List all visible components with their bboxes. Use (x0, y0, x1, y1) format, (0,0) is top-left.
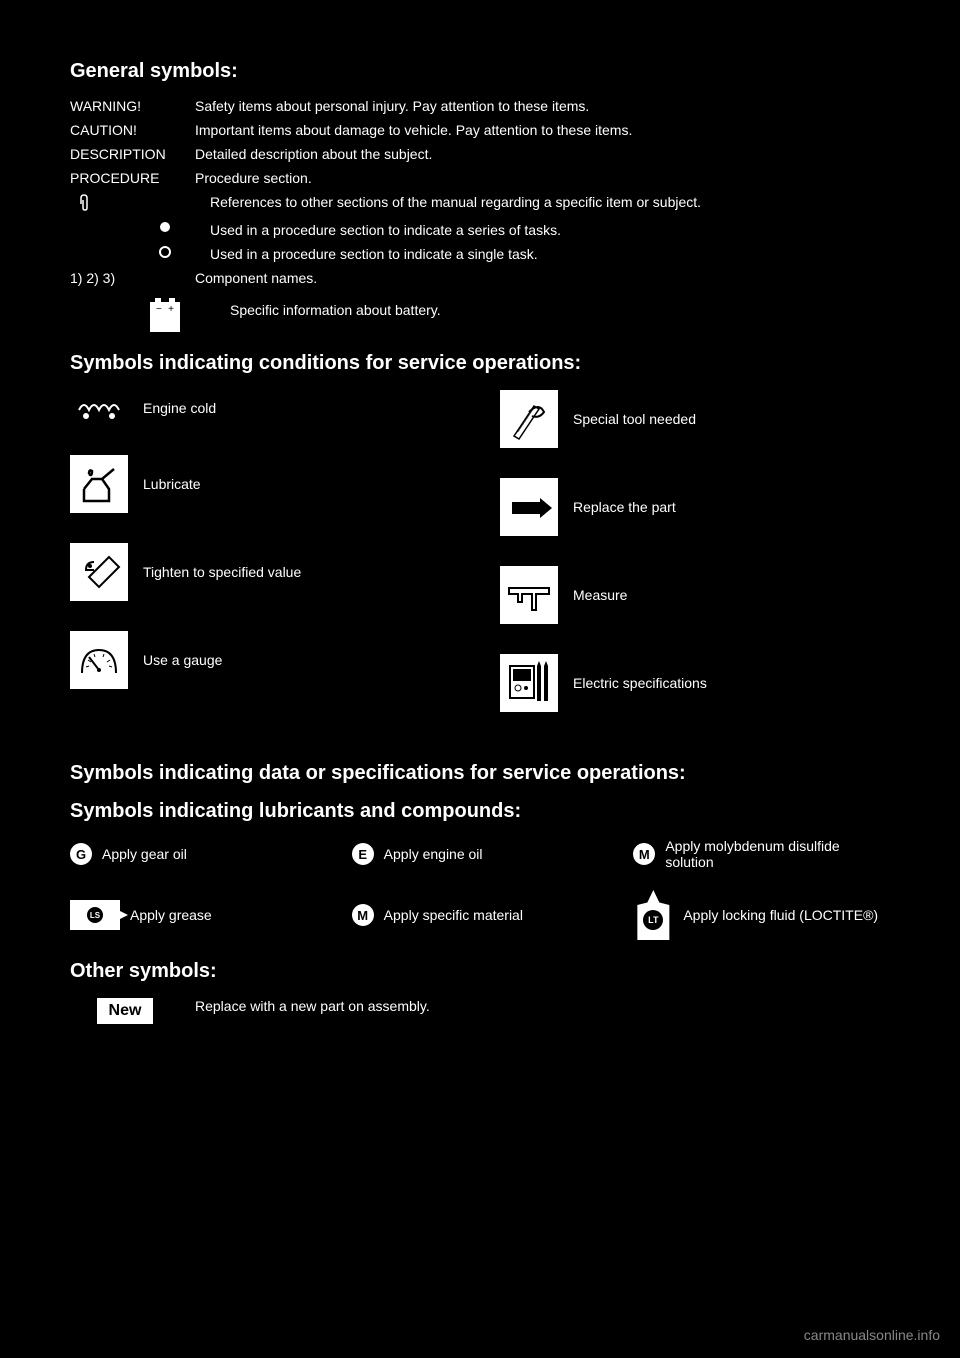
lubricate-row: Lubricate (70, 455, 460, 513)
general-section: General symbols: WARNING! Safety items a… (70, 60, 890, 332)
gear-oil-icon: G (70, 843, 92, 865)
grease-icon: LS (70, 900, 120, 930)
open-circle-row: Used in a procedure section to indicate … (70, 246, 890, 262)
open-circle-desc: Used in a procedure section to indicate … (210, 246, 890, 262)
lubricate-desc: Lubricate (143, 476, 201, 492)
gear-oil-row: G Apply gear oil (70, 838, 327, 870)
caution-row: CAUTION! Important items about damage to… (70, 122, 890, 138)
molybdenum-icon: M (633, 843, 655, 865)
description-row: DESCRIPTION Detailed description about t… (70, 146, 890, 162)
procedure-row: PROCEDURE Procedure section. (70, 170, 890, 186)
material-icon: M (352, 904, 374, 926)
molybdenum-row: M Apply molybdenum disulfide solution (633, 838, 890, 870)
description-label: DESCRIPTION (70, 146, 180, 162)
paperclip-icon (70, 194, 100, 214)
new-desc: Replace with a new part on assembly. (195, 998, 890, 1014)
locking-desc: Apply locking fluid (LOCTITE®) (683, 907, 878, 923)
warning-label: WARNING! (70, 98, 180, 114)
tighten-row: Tighten to specified value (70, 543, 460, 601)
replace-icon (500, 478, 558, 536)
grease-row: LS Apply grease (70, 890, 327, 940)
engine-oil-row: E Apply engine oil (352, 838, 609, 870)
replace-row: Replace the part (500, 478, 890, 536)
new-badge: New (97, 998, 154, 1024)
tighten-desc: Tighten to specified value (143, 564, 301, 580)
special-tool-icon (500, 390, 558, 448)
general-title: General symbols: (70, 60, 890, 83)
lubricate-icon (70, 455, 128, 513)
replace-desc: Replace the part (573, 499, 676, 515)
engine-oil-desc: Apply engine oil (384, 846, 483, 862)
material-row: M Apply specific material (352, 890, 609, 940)
battery-desc: Specific information about battery. (230, 302, 890, 318)
special-tool-desc: Special tool needed (573, 411, 696, 427)
paperclip-desc: References to other sections of the manu… (210, 194, 890, 210)
description-desc: Detailed description about the subject. (195, 146, 890, 162)
electric-desc: Electric specifications (573, 675, 707, 691)
warning-desc: Safety items about personal injury. Pay … (195, 98, 890, 114)
gauge-desc: Use a gauge (143, 652, 222, 668)
battery-row: −+ Specific information about battery. (70, 302, 890, 332)
data-specs-title: Symbols indicating data or specification… (70, 762, 890, 785)
gear-oil-desc: Apply gear oil (102, 846, 187, 862)
other-section: Other symbols: New Replace with a new pa… (70, 960, 890, 1024)
measure-row: Measure (500, 566, 890, 624)
special-tool-row: Special tool needed (500, 390, 890, 448)
numbered-row: 1) 2) 3) Component names. (70, 270, 890, 294)
procedure-desc: Procedure section. (195, 170, 890, 186)
open-circle-icon (150, 246, 180, 258)
data-specs-section: Symbols indicating data or specification… (70, 762, 890, 785)
locking-icon: LT (633, 890, 673, 940)
procedure-label: PROCEDURE (70, 170, 180, 186)
lubricants-section: Symbols indicating lubricants and compou… (70, 800, 890, 940)
engine-cold-icon (70, 390, 128, 425)
engine-cold-desc: Engine cold (143, 400, 216, 416)
caution-desc: Important items about damage to vehicle.… (195, 122, 890, 138)
numbered-label: 1) 2) 3) (70, 270, 180, 286)
numbered-desc: Component names. (195, 270, 890, 286)
filled-dot-row: Used in a procedure section to indicate … (70, 222, 890, 238)
gauge-icon (70, 631, 128, 689)
measure-desc: Measure (573, 587, 627, 603)
warning-row: WARNING! Safety items about personal inj… (70, 98, 890, 114)
molybdenum-desc: Apply molybdenum disulfide solution (665, 838, 885, 870)
engine-oil-icon: E (352, 843, 374, 865)
conditions-title: Symbols indicating conditions for servic… (70, 352, 890, 375)
battery-icon: −+ (150, 302, 180, 332)
material-desc: Apply specific material (384, 907, 523, 923)
conditions-section: Symbols indicating conditions for servic… (70, 352, 890, 742)
electric-icon (500, 654, 558, 712)
locking-row: LT Apply locking fluid (LOCTITE®) (633, 890, 890, 940)
other-title: Other symbols: (70, 960, 890, 983)
paperclip-row: References to other sections of the manu… (70, 194, 890, 214)
tighten-icon (70, 543, 128, 601)
measure-icon (500, 566, 558, 624)
grease-desc: Apply grease (130, 907, 212, 923)
watermark: carmanualsonline.info (804, 1327, 940, 1343)
caution-label: CAUTION! (70, 122, 180, 138)
electric-row: Electric specifications (500, 654, 890, 712)
filled-dot-icon (150, 222, 180, 232)
filled-dot-desc: Used in a procedure section to indicate … (210, 222, 890, 238)
engine-cold-row: Engine cold (70, 390, 460, 425)
lubricants-title: Symbols indicating lubricants and compou… (70, 800, 890, 823)
gauge-row: Use a gauge (70, 631, 460, 689)
new-row: New Replace with a new part on assembly. (70, 998, 890, 1024)
